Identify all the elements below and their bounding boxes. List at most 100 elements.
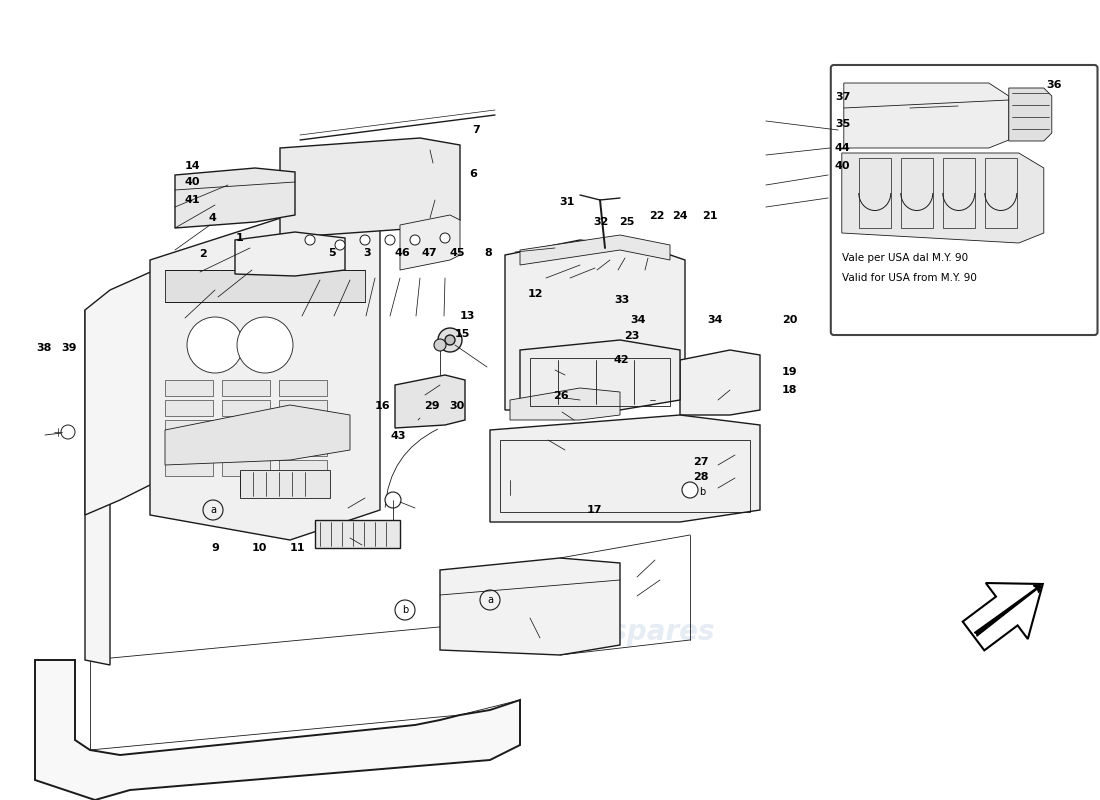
Circle shape <box>385 235 395 245</box>
Text: 27: 27 <box>693 457 708 466</box>
Text: 15: 15 <box>454 330 470 339</box>
Text: 30: 30 <box>449 402 464 411</box>
Text: eurospares: eurospares <box>539 618 715 646</box>
Bar <box>315 520 400 548</box>
Polygon shape <box>400 215 460 270</box>
Polygon shape <box>440 558 620 655</box>
Bar <box>984 158 1016 228</box>
Text: 47: 47 <box>421 248 437 258</box>
Polygon shape <box>844 83 1009 148</box>
Text: 28: 28 <box>693 472 708 482</box>
Bar <box>279 400 327 416</box>
Bar <box>165 460 213 476</box>
Text: 4: 4 <box>208 213 217 222</box>
Text: 14: 14 <box>185 161 200 170</box>
Text: Vale per USA dal M.Y. 90: Vale per USA dal M.Y. 90 <box>842 253 968 263</box>
Text: 26: 26 <box>553 391 569 401</box>
Polygon shape <box>165 405 350 465</box>
Bar <box>279 440 327 456</box>
Text: a: a <box>210 505 216 515</box>
Bar <box>222 420 270 436</box>
Bar <box>279 380 327 396</box>
Text: 39: 39 <box>62 343 77 353</box>
Text: 42: 42 <box>614 355 629 365</box>
Text: 11: 11 <box>289 543 305 553</box>
Bar <box>530 358 670 406</box>
Text: 40: 40 <box>185 178 200 187</box>
Polygon shape <box>280 138 460 238</box>
Polygon shape <box>1009 88 1052 141</box>
Polygon shape <box>175 168 295 228</box>
Circle shape <box>187 317 243 373</box>
Polygon shape <box>35 660 520 800</box>
Bar <box>279 420 327 436</box>
Bar <box>165 420 213 436</box>
Circle shape <box>438 328 462 352</box>
Polygon shape <box>505 240 685 410</box>
Polygon shape <box>490 415 760 522</box>
Bar <box>500 440 750 512</box>
Circle shape <box>236 317 293 373</box>
Text: b: b <box>402 605 408 615</box>
Circle shape <box>385 492 402 508</box>
Text: Valid for USA from M.Y. 90: Valid for USA from M.Y. 90 <box>842 273 977 283</box>
Text: 34: 34 <box>707 315 723 325</box>
Text: 17: 17 <box>586 506 602 515</box>
Text: 44: 44 <box>835 143 850 153</box>
Bar <box>279 460 327 476</box>
Bar <box>165 400 213 416</box>
Bar <box>222 380 270 396</box>
Circle shape <box>336 240 345 250</box>
Text: 23: 23 <box>624 331 639 341</box>
Bar <box>240 470 330 498</box>
Text: 21: 21 <box>702 211 717 221</box>
Polygon shape <box>235 232 345 276</box>
Polygon shape <box>842 153 1044 243</box>
Text: 3: 3 <box>364 248 371 258</box>
Text: 2: 2 <box>199 250 208 259</box>
Circle shape <box>305 235 315 245</box>
Text: 31: 31 <box>559 197 574 206</box>
Text: 20: 20 <box>782 315 797 325</box>
Text: 24: 24 <box>672 211 688 221</box>
Circle shape <box>60 425 75 439</box>
Text: 37: 37 <box>835 92 850 102</box>
Polygon shape <box>962 583 1043 650</box>
Text: 6: 6 <box>469 170 477 179</box>
Circle shape <box>410 235 420 245</box>
Text: 43: 43 <box>390 431 406 441</box>
Text: 29: 29 <box>425 402 440 411</box>
Text: 19: 19 <box>782 367 797 377</box>
Text: 36: 36 <box>1046 80 1062 90</box>
Text: 34: 34 <box>630 315 646 325</box>
Text: 22: 22 <box>649 211 664 221</box>
Text: 8: 8 <box>484 248 493 258</box>
Bar <box>165 270 365 302</box>
Polygon shape <box>150 215 380 540</box>
Circle shape <box>446 335 455 345</box>
Bar <box>222 460 270 476</box>
Bar <box>165 380 213 396</box>
Text: 38: 38 <box>36 343 52 353</box>
Circle shape <box>440 233 450 243</box>
Bar <box>943 158 975 228</box>
Text: 10: 10 <box>252 543 267 553</box>
Text: 40: 40 <box>835 161 850 170</box>
Polygon shape <box>520 235 670 265</box>
Bar <box>165 440 213 456</box>
Text: 41: 41 <box>185 195 200 205</box>
Text: 18: 18 <box>782 386 797 395</box>
Polygon shape <box>680 350 760 415</box>
Bar <box>222 440 270 456</box>
Text: 13: 13 <box>460 311 475 321</box>
Text: 12: 12 <box>528 289 543 298</box>
Text: 33: 33 <box>614 295 629 305</box>
Text: 45: 45 <box>450 248 465 258</box>
Text: eurospares: eurospares <box>132 370 308 398</box>
Circle shape <box>434 339 446 351</box>
Text: 5: 5 <box>329 248 336 258</box>
Polygon shape <box>395 375 465 428</box>
Bar <box>901 158 933 228</box>
Text: 7: 7 <box>472 126 481 135</box>
Text: 46: 46 <box>395 248 410 258</box>
